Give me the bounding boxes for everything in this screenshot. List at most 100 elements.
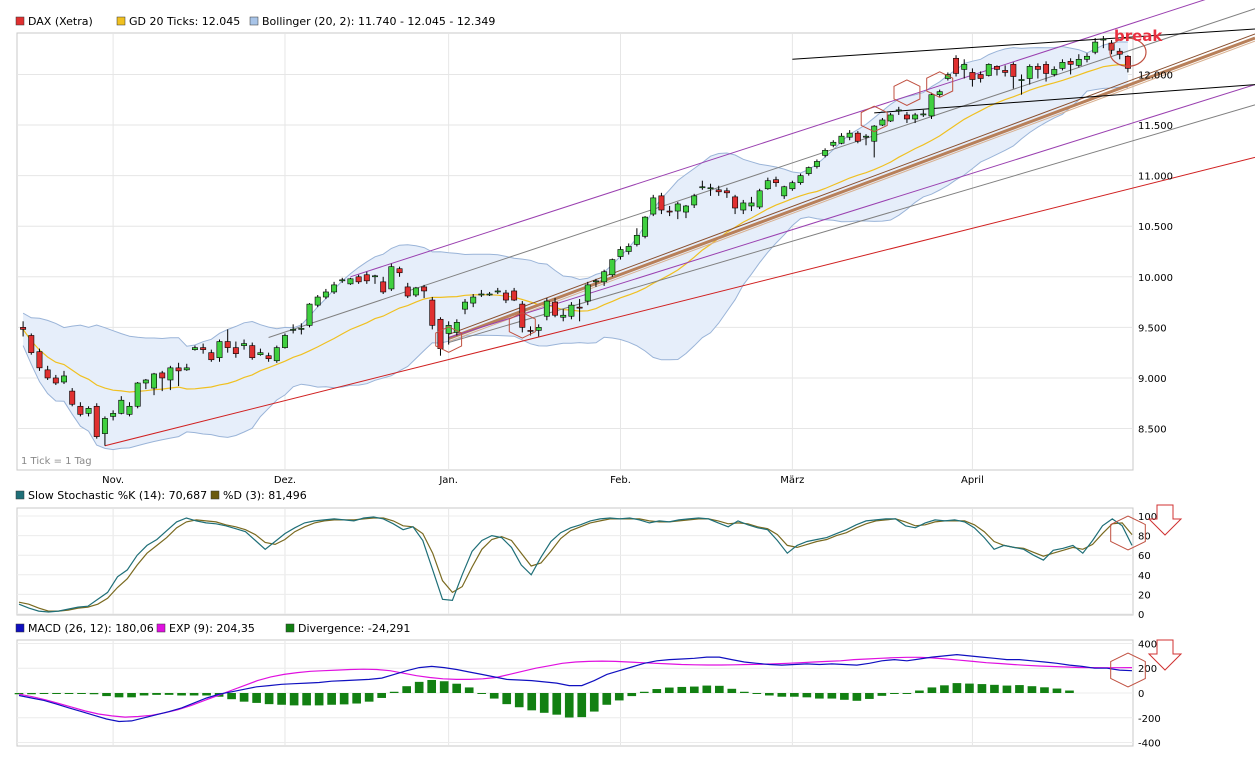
candle-body: [773, 179, 779, 184]
candle-body: [650, 197, 657, 215]
trendline-black-top: [792, 28, 1255, 60]
candle-body: [789, 182, 796, 190]
divergence-bar: [452, 683, 462, 693]
divergence-bar: [252, 693, 261, 703]
month-tick-label: Dez.: [274, 475, 296, 486]
candle-body: [224, 341, 231, 348]
candle-body: [429, 299, 436, 326]
divergence-bar: [602, 693, 612, 705]
annotations: [435, 37, 1183, 688]
candle-body: [232, 347, 239, 354]
divergence-bar: [639, 691, 649, 693]
candle-body: [879, 119, 886, 126]
divergence-bar: [339, 693, 349, 705]
candle-body: [1051, 69, 1058, 75]
legend-swatch-bollinger: [249, 16, 259, 26]
divergence-bar: [52, 693, 61, 694]
candle-body: [723, 190, 730, 194]
candle-body: [159, 372, 166, 379]
candle-body: [290, 329, 297, 331]
candle-body: [412, 287, 419, 296]
candle-body: [895, 109, 902, 112]
stoch-hexagon: [1110, 515, 1146, 551]
candle-body: [200, 347, 207, 350]
divergence-bar: [177, 693, 186, 696]
candle-body: [363, 274, 370, 282]
legend-swatch-divergence: [285, 623, 295, 633]
candle-body: [543, 300, 550, 317]
divergence-bar: [164, 693, 174, 695]
candle-body: [208, 352, 215, 361]
candle-body: [961, 64, 968, 70]
legend-dax: DAX (Xetra): [28, 15, 93, 28]
candle-body: [625, 246, 632, 252]
candle-body: [822, 150, 829, 156]
candle-body: [372, 275, 378, 278]
divergence-bar: [389, 691, 399, 693]
price-tick-label: 10.500: [1138, 222, 1173, 233]
candle-body: [44, 369, 51, 379]
divergence-bar: [777, 693, 787, 697]
bollinger-band: [22, 41, 1128, 451]
legend-stoch-d: %D (3): 81,496: [223, 489, 307, 502]
month-tick-label: Jan.: [438, 475, 458, 486]
price-tick-label: 9.000: [1138, 374, 1167, 385]
divergence-bar: [840, 693, 849, 700]
divergence-bar: [489, 693, 499, 699]
divergence-bar: [702, 685, 712, 693]
down-arrow-macd: [1147, 639, 1183, 671]
candle-body: [683, 205, 689, 213]
divergence-bar: [714, 685, 724, 693]
bollinger-upper: [22, 41, 1128, 347]
candle-body: [764, 180, 771, 190]
divergence-bar: [802, 693, 812, 698]
candle-body: [830, 141, 837, 146]
candle-body: [494, 290, 501, 293]
stoch-tick-label: 20: [1138, 590, 1151, 601]
candle-body: [257, 352, 264, 355]
macd-tick-label: 0: [1138, 689, 1144, 700]
divergence-bar: [614, 693, 624, 701]
divergence-bar: [277, 693, 286, 705]
stoch-tick-label: 0: [1138, 610, 1144, 621]
candle-body: [347, 278, 354, 285]
candle-body: [969, 72, 976, 80]
candle-body: [920, 113, 927, 116]
hexagon-marker: [893, 79, 921, 106]
trendlines: [104, 0, 1255, 447]
candle-body: [167, 367, 174, 381]
divergence-bar: [1002, 685, 1012, 693]
candle-body: [85, 408, 92, 414]
legend-exp: EXP (9): 204,35: [169, 622, 255, 635]
divergence-bar: [990, 684, 999, 693]
divergence-bar: [27, 693, 36, 695]
candle-body: [756, 190, 763, 208]
break-circle: [1109, 37, 1147, 67]
candle-body: [666, 210, 673, 213]
candle-body: [453, 322, 460, 333]
stochastic-lines: [18, 516, 1133, 613]
candle-body: [126, 405, 133, 415]
candle-body: [592, 280, 599, 283]
candle-body: [691, 195, 698, 206]
stoch-k-line: [18, 516, 1133, 613]
divergence-bar: [827, 693, 837, 699]
legend-gd20: GD 20 Ticks: 12.045: [129, 15, 240, 28]
candle-body: [511, 290, 518, 301]
break-label: break: [1114, 27, 1163, 45]
candle-body: [69, 390, 76, 405]
candle-body: [298, 328, 305, 330]
candle-body: [191, 347, 198, 350]
candle-body: [568, 304, 575, 317]
candle-body: [1124, 55, 1131, 69]
candle-body: [797, 175, 804, 184]
divergence-bar: [652, 689, 662, 693]
divergence-bar: [314, 693, 324, 706]
price-tick-label: 11.000: [1138, 172, 1173, 183]
candle-body: [388, 266, 395, 290]
divergence-bar: [977, 684, 987, 693]
divergence-bar: [14, 693, 24, 695]
month-tick-label: April: [961, 475, 984, 486]
divergence-bar: [752, 693, 762, 694]
candle-body: [134, 382, 141, 407]
